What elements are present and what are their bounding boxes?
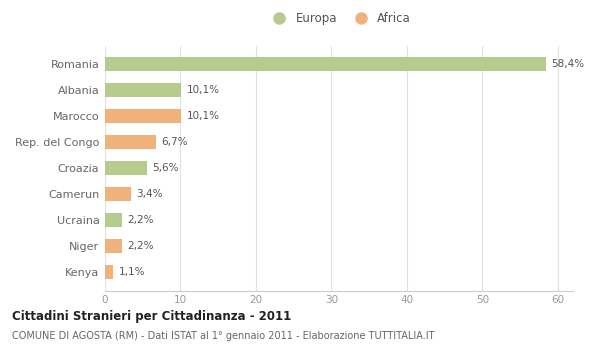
Legend: Europa, Africa: Europa, Africa bbox=[262, 7, 416, 30]
Text: COMUNE DI AGOSTA (RM) - Dati ISTAT al 1° gennaio 2011 - Elaborazione TUTTITALIA.: COMUNE DI AGOSTA (RM) - Dati ISTAT al 1°… bbox=[12, 331, 434, 341]
Text: 10,1%: 10,1% bbox=[187, 111, 220, 121]
Bar bbox=[105, 239, 122, 253]
Bar bbox=[105, 161, 147, 175]
Text: 3,4%: 3,4% bbox=[136, 189, 163, 199]
Bar bbox=[105, 135, 155, 149]
Text: 10,1%: 10,1% bbox=[187, 85, 220, 95]
Text: 1,1%: 1,1% bbox=[119, 267, 145, 277]
Text: 2,2%: 2,2% bbox=[127, 215, 154, 225]
Bar bbox=[105, 213, 122, 227]
Text: 58,4%: 58,4% bbox=[551, 59, 584, 69]
Bar bbox=[105, 265, 113, 279]
Text: 2,2%: 2,2% bbox=[127, 241, 154, 251]
Text: 5,6%: 5,6% bbox=[152, 163, 179, 173]
Text: 6,7%: 6,7% bbox=[161, 137, 187, 147]
Text: Cittadini Stranieri per Cittadinanza - 2011: Cittadini Stranieri per Cittadinanza - 2… bbox=[12, 310, 291, 323]
Bar bbox=[105, 109, 181, 123]
Bar bbox=[105, 57, 546, 71]
Bar bbox=[105, 187, 131, 201]
Bar bbox=[105, 83, 181, 97]
